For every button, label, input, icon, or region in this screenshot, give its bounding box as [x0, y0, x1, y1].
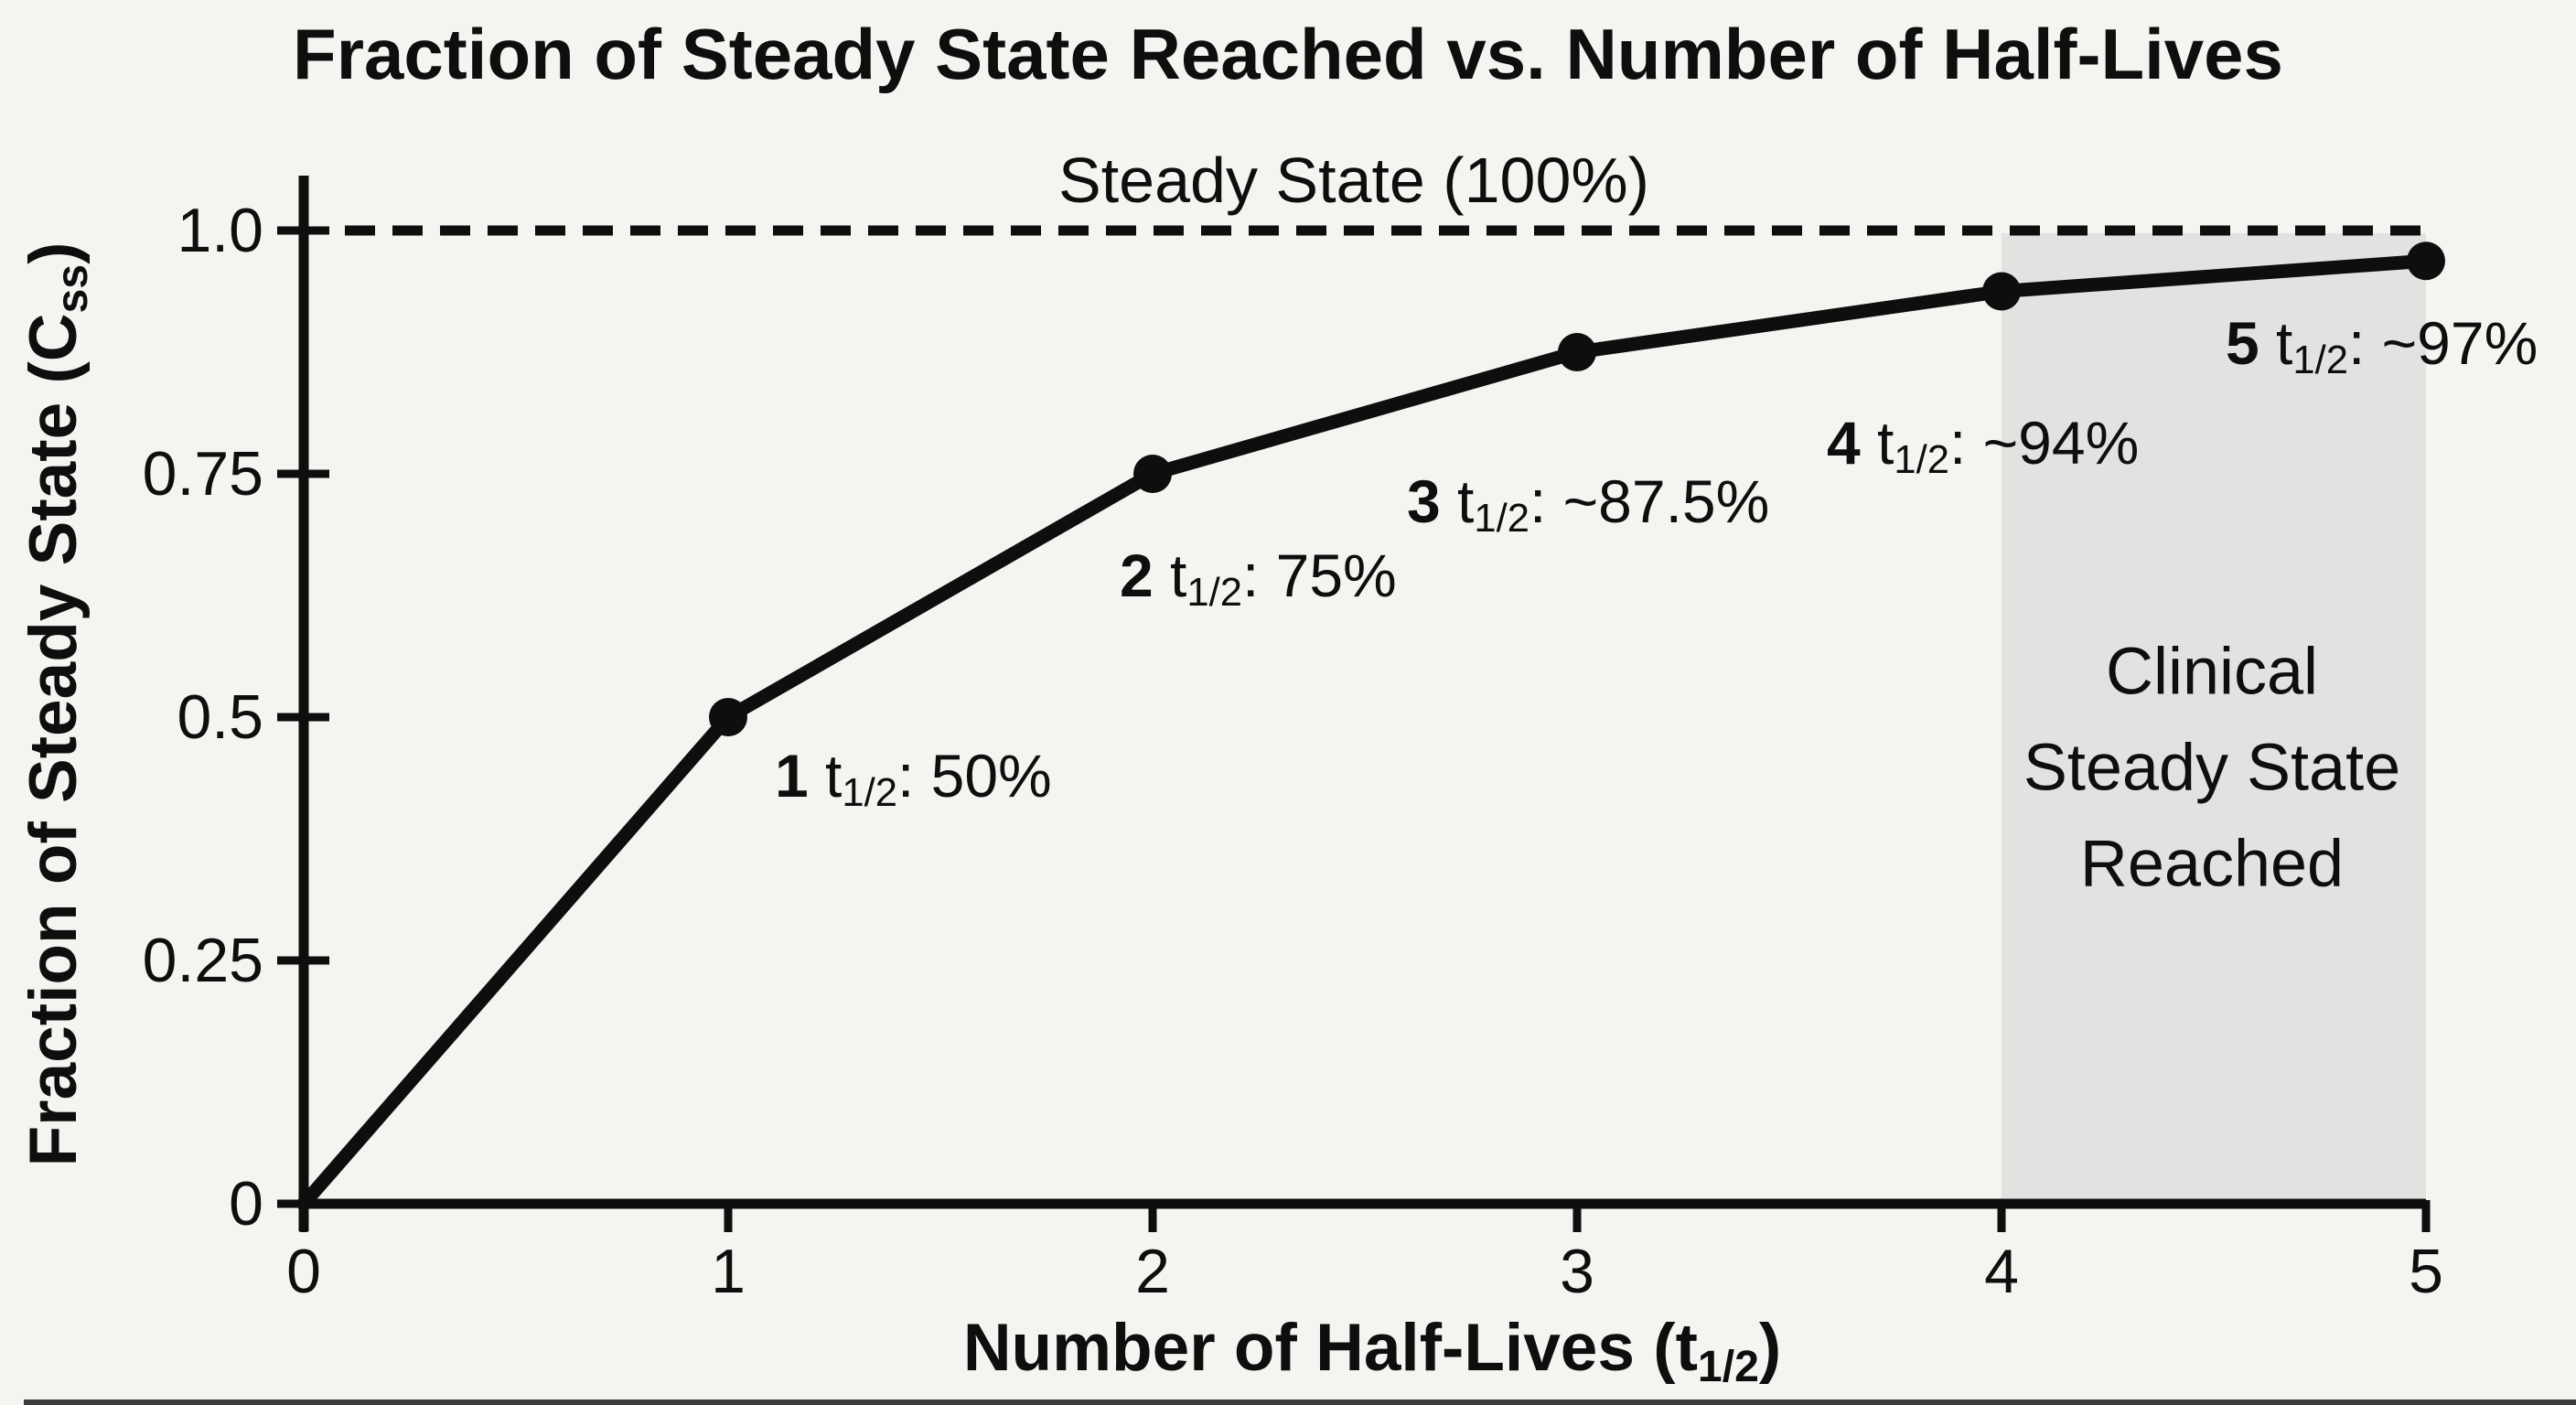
accumulation-curve — [298, 253, 2427, 1208]
annotation-halflife-count: 2 — [1120, 541, 1154, 609]
y-tick-label: 1.0 — [177, 196, 263, 265]
x-tick-label: 5 — [2409, 1237, 2443, 1306]
annotation-halflife-count: 3 — [1407, 467, 1441, 535]
scan-edge-artifact — [24, 1400, 2576, 1405]
annotation-value: : 50% — [896, 741, 1052, 810]
y-tick-label: 0 — [229, 1169, 263, 1239]
data-point-marker — [1133, 455, 1172, 493]
annotation-value: : ~97% — [2347, 308, 2538, 377]
annotation-subscript: 1/2 — [1474, 497, 1530, 542]
data-point-marker — [2407, 241, 2445, 281]
clinical-steady-state-region — [2002, 233, 2426, 1198]
data-point-marker — [1982, 272, 2021, 311]
x-tick-label: 0 — [286, 1237, 321, 1306]
point-annotation: 5 t1/2: ~97% — [2226, 308, 2538, 383]
annotation-value: : 75% — [1241, 541, 1397, 609]
annotation-halflife-count: 4 — [1827, 408, 1861, 477]
x-axis-title-text: Number of Half-Lives (t — [962, 1311, 1698, 1386]
clinical-region-label-line1: Clinical — [2105, 635, 2319, 709]
data-point-marker — [1558, 333, 1596, 371]
annotation-subscript: 1/2 — [1186, 571, 1242, 616]
chart-title: Fraction of Steady State Reached vs. Num… — [293, 14, 2283, 94]
annotation-t-symbol: t — [808, 741, 843, 810]
annotation-subscript: 1/2 — [1894, 438, 1949, 483]
x-axis-title: Number of Half-Lives (t1/2) — [963, 1310, 1781, 1392]
y-axis-title-subscript: ss — [47, 263, 97, 314]
annotation-halflife-count: 5 — [2226, 308, 2259, 377]
y-tick-label: 0.5 — [177, 682, 263, 752]
annotation-t-symbol: t — [1440, 467, 1475, 535]
annotation-t-symbol: t — [1860, 408, 1894, 477]
clinical-region-label-line2: Steady State — [2023, 731, 2401, 805]
clinical-region-label-line3: Reached — [2079, 827, 2345, 901]
clinical-region-label: Clinical Steady State Reached — [2023, 624, 2400, 912]
point-annotation: 1 t1/2: 50% — [775, 741, 1052, 816]
annotation-t-symbol: t — [1153, 541, 1187, 609]
data-point-marker — [709, 698, 747, 736]
annotation-value: : ~94% — [1948, 408, 2140, 477]
x-tick-label: 2 — [1135, 1237, 1170, 1306]
annotation-subscript: 1/2 — [2292, 338, 2348, 383]
x-tick-label: 3 — [1560, 1237, 1594, 1306]
y-tick-label: 0.25 — [142, 926, 263, 995]
annotation-value: : ~87.5% — [1529, 467, 1770, 535]
steady-state-reference-label: Steady State (100%) — [1058, 145, 1649, 216]
y-tick-label: 0.75 — [142, 439, 263, 509]
annotation-halflife-count: 1 — [775, 741, 809, 810]
point-annotation: 3 t1/2: ~87.5% — [1407, 467, 1769, 542]
annotation-subscript: 1/2 — [842, 771, 897, 816]
x-tick-label: 4 — [1984, 1237, 2019, 1306]
point-annotation: 2 t1/2: 75% — [1120, 541, 1397, 616]
x-axis-title-subscript: 1/2 — [1697, 1341, 1759, 1391]
x-axis-title-close: ) — [1758, 1311, 1782, 1386]
x-tick-label: 1 — [711, 1237, 746, 1306]
annotation-t-symbol: t — [2259, 308, 2293, 377]
point-annotation: 4 t1/2: ~94% — [1827, 408, 2139, 483]
